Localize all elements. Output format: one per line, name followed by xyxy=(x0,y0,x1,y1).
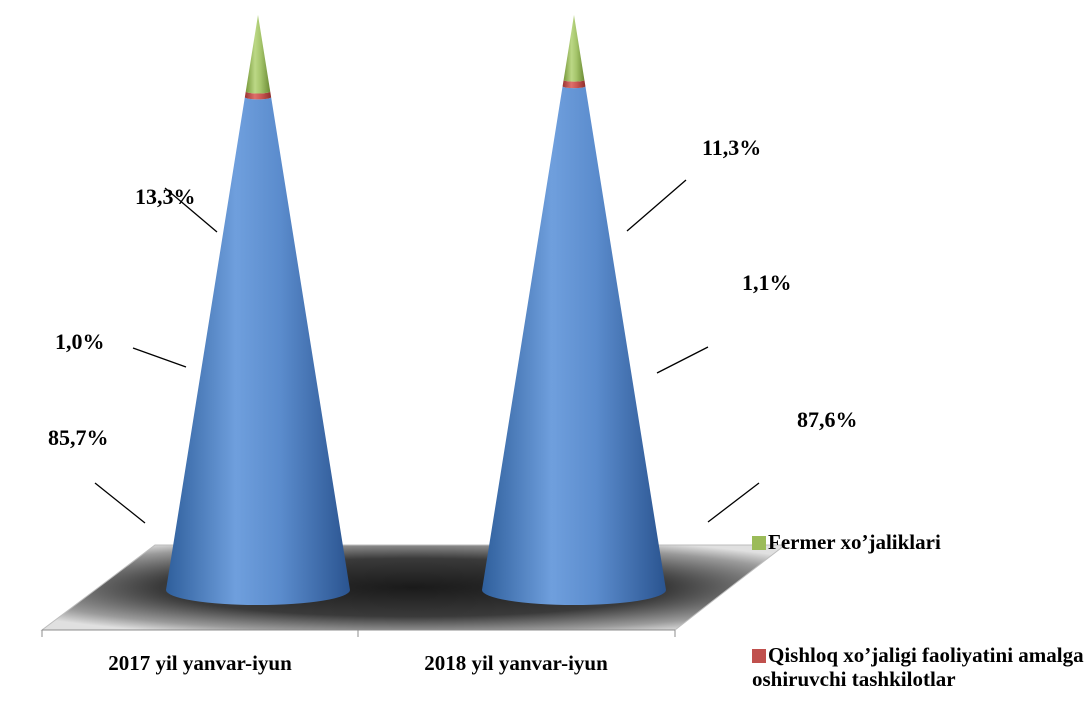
leader-line-1-0 xyxy=(707,482,760,523)
data-label-1-0: 87,6% xyxy=(797,407,858,432)
category-labels-layer: 2017 yil yanvar-iyun 2018 yil yanvar-iyun xyxy=(108,651,608,675)
cone-segment-0-0 xyxy=(166,97,350,605)
cone-segment-1-1 xyxy=(562,79,586,89)
data-label-0-0: 85,7% xyxy=(48,425,109,450)
cone-segment-0-2 xyxy=(245,15,271,94)
legend-swatch-green xyxy=(752,536,766,550)
data-labels-layer: 85,7% 1,0% 13,3% 87,6% 1,1% 11,3% xyxy=(48,135,858,450)
data-label-1-2: 11,3% xyxy=(702,135,761,160)
cones-layer xyxy=(166,15,666,606)
legend-swatch-red xyxy=(752,649,766,663)
data-label-1-1: 1,1% xyxy=(742,270,792,295)
legend-label-fermer: Fermer xo’jaliklari xyxy=(768,530,941,554)
cone-segment-0-1 xyxy=(244,91,272,100)
leader-lines-layer xyxy=(94,179,760,524)
leader-line-0-0 xyxy=(94,482,146,524)
cone-segment-1-2 xyxy=(563,15,585,82)
floor-plane xyxy=(40,544,787,631)
data-label-0-1: 1,0% xyxy=(55,329,105,354)
legend-item-qishloq: Qishloq xo’jaligi faoliyatini amalga osh… xyxy=(752,643,1087,691)
leader-line-0-1 xyxy=(132,347,187,368)
category-label-1: 2018 yil yanvar-iyun xyxy=(424,651,608,675)
legend-item-fermer: Fermer xo’jaliklari xyxy=(752,530,941,554)
leader-line-1-1 xyxy=(656,346,709,374)
leader-line-0-2 xyxy=(164,187,218,233)
cone-segment-1-0 xyxy=(482,86,666,606)
legend-label-qishloq: Qishloq xo’jaligi faoliyatini amalga osh… xyxy=(752,643,1084,691)
category-label-0: 2017 yil yanvar-iyun xyxy=(108,651,292,675)
data-label-0-2: 13,3% xyxy=(135,184,196,209)
leader-line-1-2 xyxy=(626,179,687,232)
